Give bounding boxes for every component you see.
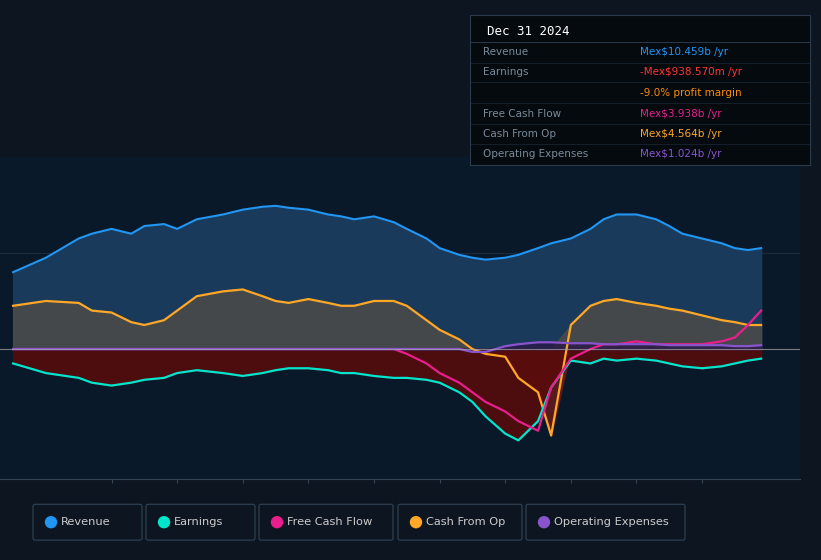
Text: Cash From Op: Cash From Op <box>484 129 556 139</box>
Circle shape <box>272 517 282 528</box>
Circle shape <box>539 517 549 528</box>
Circle shape <box>410 517 421 528</box>
Circle shape <box>158 517 169 528</box>
Text: Revenue: Revenue <box>61 517 111 527</box>
Text: Operating Expenses: Operating Expenses <box>484 149 589 159</box>
Text: Operating Expenses: Operating Expenses <box>554 517 669 527</box>
Text: -9.0% profit margin: -9.0% profit margin <box>640 87 741 97</box>
Text: Cash From Op: Cash From Op <box>426 517 506 527</box>
Text: Mex$4.564b /yr: Mex$4.564b /yr <box>640 129 721 139</box>
Text: Dec 31 2024: Dec 31 2024 <box>487 25 569 38</box>
Circle shape <box>45 517 57 528</box>
Text: Mex$10.459b /yr: Mex$10.459b /yr <box>640 47 727 57</box>
Text: Earnings: Earnings <box>484 67 529 77</box>
Text: Free Cash Flow: Free Cash Flow <box>287 517 372 527</box>
Text: Mex$3.938b /yr: Mex$3.938b /yr <box>640 109 721 119</box>
Text: Revenue: Revenue <box>484 47 529 57</box>
Text: Free Cash Flow: Free Cash Flow <box>484 109 562 119</box>
Text: -Mex$938.570m /yr: -Mex$938.570m /yr <box>640 67 741 77</box>
Text: Mex$1.024b /yr: Mex$1.024b /yr <box>640 149 721 159</box>
Text: Earnings: Earnings <box>174 517 223 527</box>
